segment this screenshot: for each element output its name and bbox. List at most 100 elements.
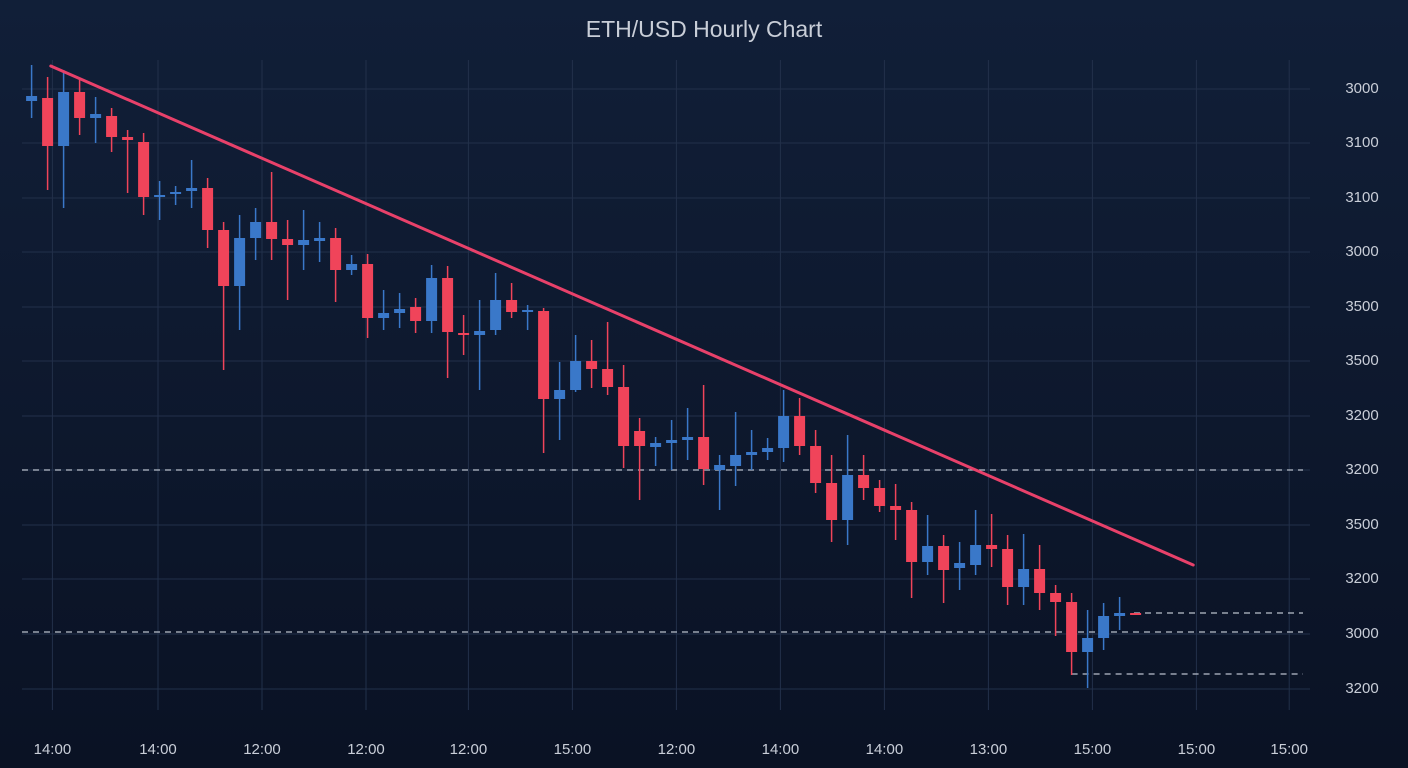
x-tick-label: 15:00 <box>1270 741 1308 758</box>
candle-body <box>762 448 774 452</box>
x-tick-label: 15:00 <box>554 741 592 758</box>
candle-body <box>394 309 406 313</box>
candle-body <box>1034 569 1046 593</box>
candle-body <box>874 488 886 506</box>
candle-body <box>586 361 598 369</box>
candle-body <box>442 278 454 332</box>
y-tick-label: 3200 <box>1345 407 1378 424</box>
candle-body <box>426 278 438 321</box>
x-tick-label: 15:00 <box>1074 741 1112 758</box>
candle-body <box>74 92 86 118</box>
candle-body <box>666 440 678 443</box>
candle-body <box>682 437 694 440</box>
y-tick-label: 3100 <box>1345 134 1378 151</box>
candle-body <box>234 238 246 286</box>
candle-body <box>186 188 198 191</box>
candle-body <box>618 387 630 446</box>
candle-body <box>842 475 854 520</box>
candle-body <box>938 546 950 570</box>
x-tick-label: 15:00 <box>1178 741 1216 758</box>
trendline <box>49 64 1195 567</box>
candle-body <box>1098 616 1110 638</box>
candle-body <box>1082 638 1094 652</box>
candle-body <box>826 483 838 520</box>
candle-body <box>26 96 38 101</box>
candle-body <box>314 238 326 241</box>
candle-body <box>410 307 422 321</box>
y-tick-label: 3200 <box>1345 680 1378 697</box>
candle-body <box>474 331 486 335</box>
candle-body <box>890 506 902 510</box>
candle-body <box>810 446 822 483</box>
candle-body <box>378 313 390 318</box>
candle-body <box>1002 549 1014 587</box>
candle-body <box>362 264 374 318</box>
candle-body <box>906 510 918 562</box>
candle-body <box>1018 569 1030 587</box>
candle-body <box>570 361 582 390</box>
candle-body <box>698 437 710 469</box>
y-tick-label: 3200 <box>1345 570 1378 587</box>
candle-body <box>650 443 662 447</box>
x-tick-label: 13:00 <box>970 741 1008 758</box>
candle-body <box>106 116 118 137</box>
candle-body <box>922 546 934 562</box>
candle-body <box>730 455 742 466</box>
candle-body <box>218 230 230 286</box>
candle-body <box>602 369 614 387</box>
candle-body <box>634 431 646 446</box>
y-tick-label: 3000 <box>1345 625 1378 642</box>
y-tick-label: 3500 <box>1345 516 1378 533</box>
candle-body <box>1130 613 1142 615</box>
y-tick-label: 3100 <box>1345 189 1378 206</box>
candle-body <box>1114 613 1126 616</box>
x-tick-label: 12:00 <box>243 741 281 758</box>
x-tick-label: 14:00 <box>34 741 72 758</box>
candle-body <box>506 300 518 312</box>
candle-body <box>858 475 870 488</box>
candle-body <box>122 137 134 140</box>
y-tick-label: 3500 <box>1345 352 1378 369</box>
candle-body <box>554 390 566 399</box>
candle-body <box>266 222 278 239</box>
y-tick-label: 3000 <box>1345 80 1378 97</box>
x-tick-label: 12:00 <box>450 741 488 758</box>
candle-body <box>714 465 726 470</box>
candle-body <box>138 142 150 197</box>
candle-body <box>154 195 166 197</box>
candle-body <box>90 114 102 118</box>
y-tick-label: 3200 <box>1345 461 1378 478</box>
candle-body <box>298 240 310 245</box>
candle-body <box>1050 593 1062 602</box>
x-tick-label: 12:00 <box>658 741 696 758</box>
candle-body <box>170 192 182 194</box>
candle-body <box>970 545 982 565</box>
candle-body <box>282 239 294 245</box>
candle-body <box>58 92 70 146</box>
candle-body <box>250 222 262 238</box>
candle-body <box>346 264 358 270</box>
candle-body <box>490 300 502 330</box>
candle-body <box>1066 602 1078 652</box>
x-tick-label: 12:00 <box>347 741 385 758</box>
x-tick-label: 14:00 <box>139 741 177 758</box>
candle-body <box>538 311 550 399</box>
y-tick-label: 3000 <box>1345 243 1378 260</box>
candle-body <box>986 545 998 549</box>
candle-body <box>954 563 966 568</box>
candle-body <box>202 188 214 230</box>
candle-body <box>778 416 790 448</box>
candle-body <box>522 310 534 312</box>
x-tick-label: 14:00 <box>866 741 904 758</box>
chart-title: ETH/USD Hourly Chart <box>586 16 823 42</box>
candle-body <box>458 333 470 335</box>
candle-body <box>42 98 54 146</box>
y-tick-label: 3500 <box>1345 298 1378 315</box>
candle-body <box>330 238 342 270</box>
x-tick-label: 14:00 <box>762 741 800 758</box>
candle-body <box>746 452 758 455</box>
candle-body <box>794 416 806 446</box>
